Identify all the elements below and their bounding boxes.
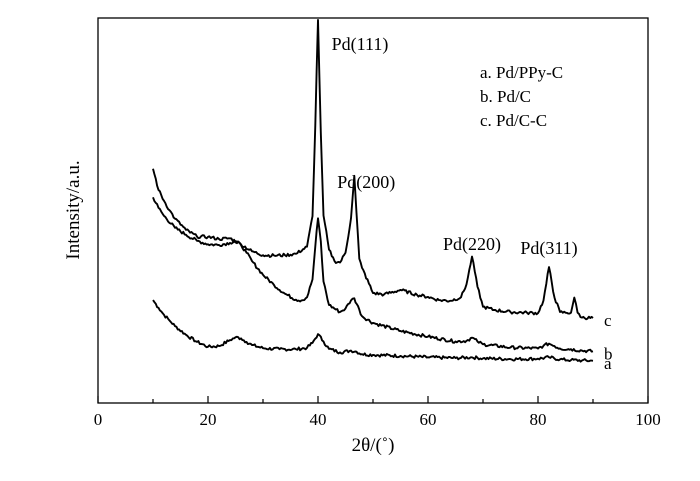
plot-frame [97, 17, 649, 404]
x-axis-title: 2θ/(˚) [352, 435, 395, 456]
series-end-label-a: a [604, 354, 612, 373]
x-tick-label-3: 60 [420, 410, 437, 429]
annotation-2: Pd(220) [443, 234, 501, 255]
x-tick-label-5: 100 [635, 410, 661, 429]
x-tick-label-0: 0 [94, 410, 103, 429]
series-line-b [152, 196, 594, 354]
series-line-c [152, 19, 594, 321]
annotation-0: Pd(111) [332, 34, 389, 55]
annotation-1: Pd(200) [337, 172, 395, 193]
legend-entry-c: c. Pd/C-C [480, 111, 547, 130]
series-end-label-b: b [604, 344, 613, 363]
series-end-label-c: c [604, 311, 612, 330]
series-line-a [152, 299, 594, 363]
series-group [152, 19, 594, 363]
legend-entry-b: b. Pd/C [480, 87, 531, 106]
x-axis-ticks: 0 20 40 60 80 100 [94, 396, 661, 429]
x-tick-label-1: 20 [200, 410, 217, 429]
x-tick-label-2: 40 [310, 410, 327, 429]
legend-entry-a: a. Pd/PPy-C [480, 63, 563, 82]
plot-area-border [97, 17, 649, 404]
annotation-3: Pd(311) [520, 238, 577, 259]
x-tick-label-4: 80 [530, 410, 547, 429]
peak-annotations: Pd(111) Pd(200) Pd(220) Pd(311) [332, 34, 578, 259]
series-end-labels: abc [604, 311, 613, 373]
legend: a. Pd/PPy-C b. Pd/C c. Pd/C-C [480, 63, 563, 130]
y-axis-title: Intensity/a.u. [63, 160, 84, 259]
